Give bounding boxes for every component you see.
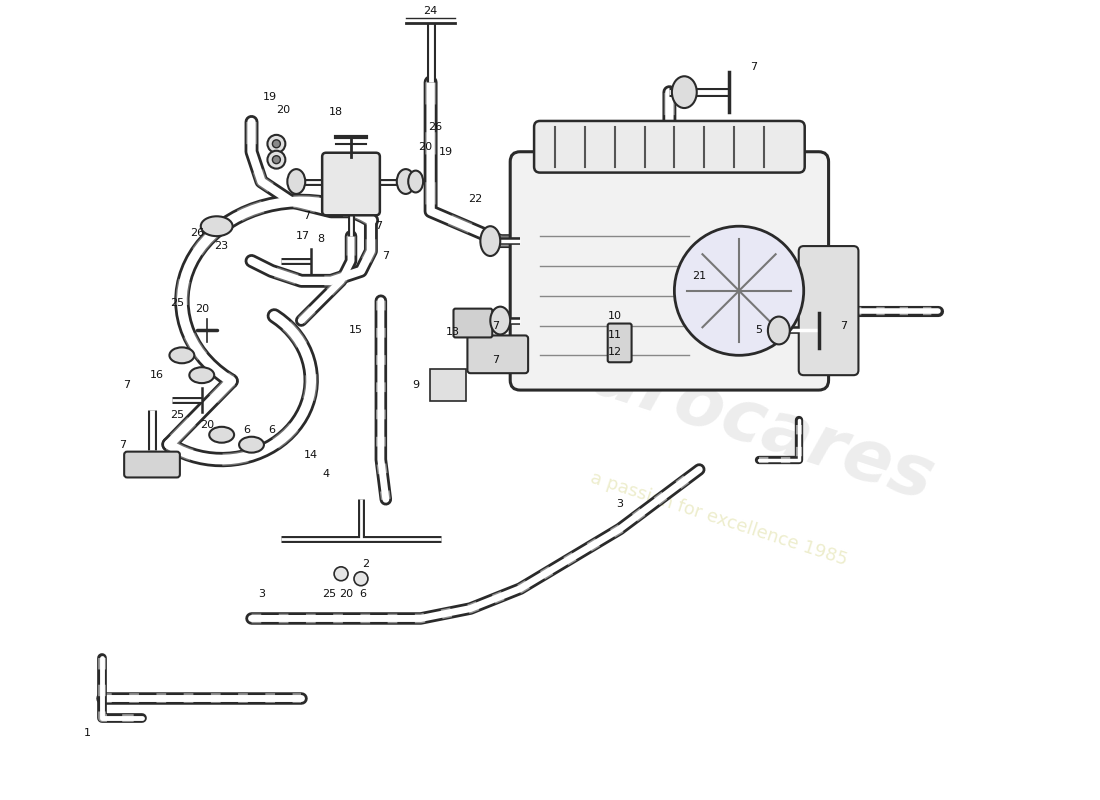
FancyBboxPatch shape bbox=[430, 370, 466, 401]
Text: 15: 15 bbox=[349, 326, 363, 335]
Ellipse shape bbox=[397, 169, 415, 194]
Text: 7: 7 bbox=[383, 251, 389, 261]
Text: 4: 4 bbox=[322, 470, 330, 479]
Ellipse shape bbox=[201, 216, 232, 236]
FancyBboxPatch shape bbox=[510, 152, 828, 390]
FancyBboxPatch shape bbox=[468, 335, 528, 373]
Text: 18: 18 bbox=[329, 107, 343, 117]
Text: 11: 11 bbox=[607, 330, 621, 341]
Ellipse shape bbox=[491, 306, 510, 334]
Text: 10: 10 bbox=[607, 310, 621, 321]
Text: 7: 7 bbox=[119, 440, 125, 450]
Circle shape bbox=[267, 150, 285, 169]
Text: 6: 6 bbox=[360, 589, 366, 598]
Text: 6: 6 bbox=[268, 425, 275, 434]
Ellipse shape bbox=[209, 427, 234, 442]
Ellipse shape bbox=[768, 317, 790, 344]
Text: 14: 14 bbox=[304, 450, 318, 460]
Text: 7: 7 bbox=[375, 222, 383, 231]
Ellipse shape bbox=[239, 437, 264, 453]
Text: 5: 5 bbox=[756, 326, 762, 335]
Text: 20: 20 bbox=[339, 589, 353, 598]
Ellipse shape bbox=[672, 76, 696, 108]
Text: 3: 3 bbox=[258, 589, 265, 598]
Ellipse shape bbox=[287, 169, 305, 194]
Text: 26: 26 bbox=[429, 122, 442, 132]
Text: 19: 19 bbox=[439, 146, 452, 157]
Text: 24: 24 bbox=[424, 6, 438, 16]
FancyBboxPatch shape bbox=[322, 153, 379, 215]
Text: 3: 3 bbox=[616, 499, 623, 510]
Text: 7: 7 bbox=[123, 380, 131, 390]
Text: 20: 20 bbox=[276, 105, 290, 115]
Text: 19: 19 bbox=[263, 92, 276, 102]
Circle shape bbox=[267, 135, 285, 153]
Ellipse shape bbox=[481, 226, 500, 256]
Circle shape bbox=[273, 156, 280, 164]
Text: 7: 7 bbox=[492, 321, 498, 330]
Text: 8: 8 bbox=[318, 234, 324, 244]
Text: 9: 9 bbox=[412, 380, 419, 390]
Text: 20: 20 bbox=[419, 142, 432, 152]
Text: 22: 22 bbox=[469, 194, 483, 205]
Text: 12: 12 bbox=[607, 347, 621, 358]
Text: 16: 16 bbox=[150, 370, 164, 380]
Text: a passion for excellence 1985: a passion for excellence 1985 bbox=[588, 469, 850, 570]
Ellipse shape bbox=[169, 347, 195, 363]
FancyBboxPatch shape bbox=[124, 452, 180, 478]
Text: 25: 25 bbox=[322, 589, 337, 598]
FancyBboxPatch shape bbox=[799, 246, 858, 375]
Circle shape bbox=[334, 567, 348, 581]
Circle shape bbox=[354, 572, 367, 586]
Ellipse shape bbox=[408, 170, 424, 193]
Text: 1: 1 bbox=[84, 728, 91, 738]
Text: 2: 2 bbox=[362, 559, 370, 569]
Text: 7: 7 bbox=[840, 321, 847, 330]
FancyBboxPatch shape bbox=[535, 121, 805, 173]
Ellipse shape bbox=[189, 367, 214, 383]
Text: eurocares: eurocares bbox=[536, 325, 943, 515]
Text: 7: 7 bbox=[492, 355, 498, 366]
Text: 13: 13 bbox=[446, 327, 460, 338]
FancyBboxPatch shape bbox=[453, 309, 493, 338]
Text: 25: 25 bbox=[169, 410, 184, 420]
Circle shape bbox=[674, 226, 804, 355]
Text: 7: 7 bbox=[302, 211, 310, 222]
Text: 20: 20 bbox=[200, 420, 213, 430]
Text: 23: 23 bbox=[214, 241, 229, 251]
Text: 25: 25 bbox=[169, 298, 184, 308]
Text: 21: 21 bbox=[692, 271, 706, 281]
Text: 7: 7 bbox=[750, 62, 758, 72]
Text: 26: 26 bbox=[189, 228, 204, 238]
Text: 6: 6 bbox=[243, 425, 250, 434]
Text: 17: 17 bbox=[296, 231, 310, 241]
Text: 20: 20 bbox=[195, 304, 209, 314]
FancyBboxPatch shape bbox=[607, 323, 631, 362]
Circle shape bbox=[273, 140, 280, 148]
